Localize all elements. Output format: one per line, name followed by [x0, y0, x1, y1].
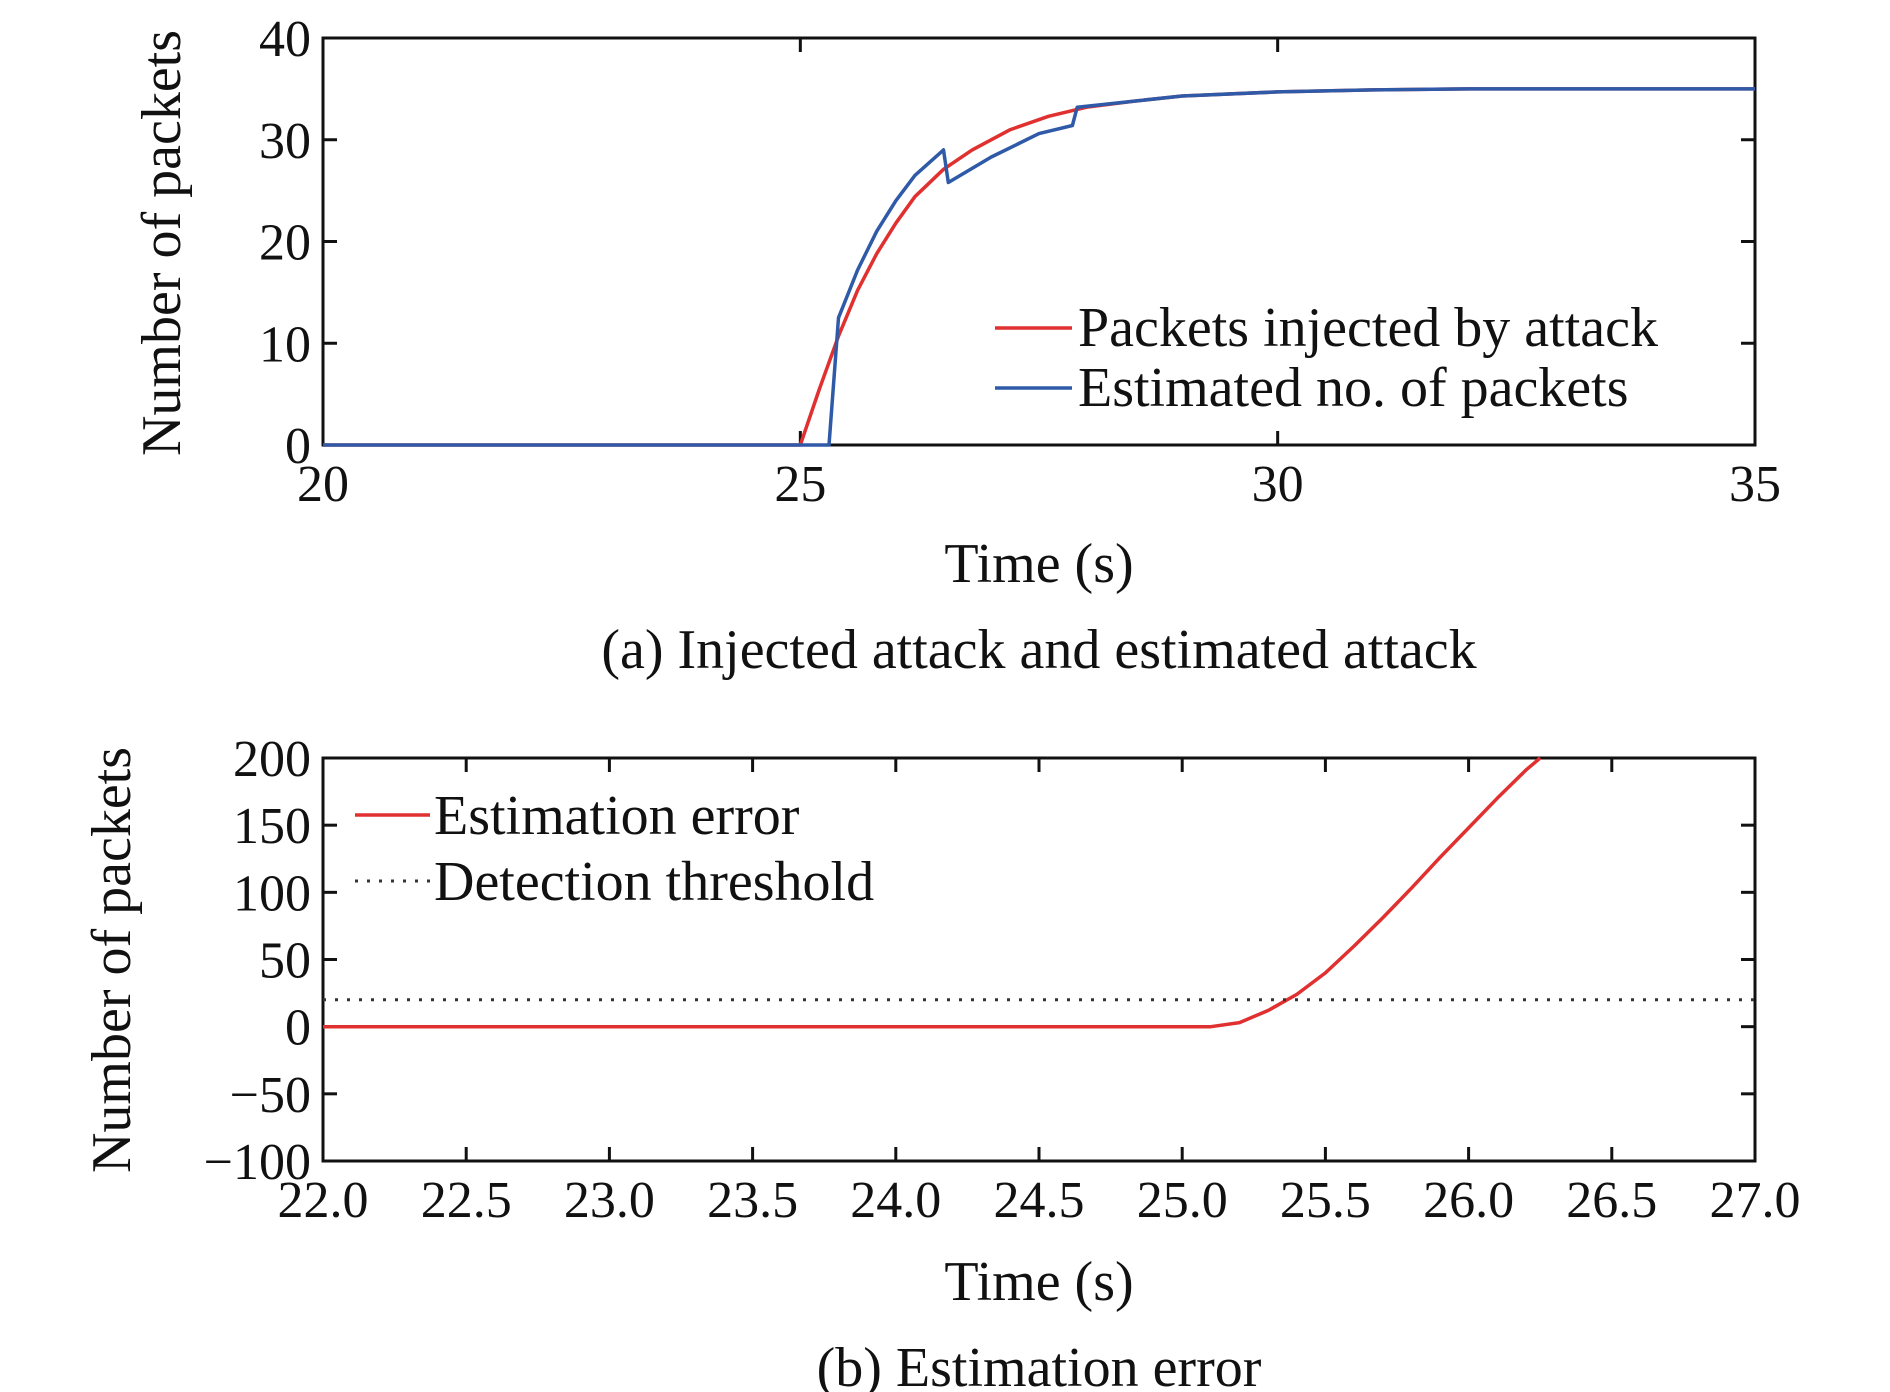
y-tick-label-b-6: 200 — [233, 731, 311, 788]
x-tick-label-b-1: 22.5 — [421, 1172, 512, 1229]
lines-b — [323, 756, 1755, 1029]
x-axis-title-a: Time (s) — [944, 533, 1133, 595]
legend-b: Estimation error Detection threshold — [355, 785, 874, 913]
x-tick-label-b-2: 23.0 — [564, 1172, 655, 1229]
x-tick-label-b-9: 26.5 — [1566, 1172, 1657, 1229]
y-tick-label-b-0: −100 — [204, 1134, 311, 1191]
y-tick-label-b-1: −50 — [230, 1067, 311, 1124]
y-tick-label-b-5: 150 — [233, 798, 311, 855]
y-tick-label-a-3: 30 — [259, 113, 311, 170]
x-tick-label-a-2: 30 — [1252, 456, 1304, 513]
chart-a: 20 25 30 35 0 10 20 30 40 Time (s) Number of pac… — [131, 11, 1781, 681]
lines-a — [323, 87, 1755, 447]
x-tick-label-b-6: 25.0 — [1137, 1172, 1228, 1229]
legend-label-b-error: Estimation error — [434, 785, 800, 847]
x-tick-label-a-3: 35 — [1729, 456, 1781, 513]
y-tick-label-a-0: 0 — [285, 418, 311, 475]
caption-b: (b) Estimation error — [817, 1337, 1262, 1392]
y-tick-label-b-2: 0 — [285, 1000, 311, 1057]
y-tick-label-a-2: 20 — [259, 215, 311, 272]
x-tick-label-b-0: 22.0 — [278, 1172, 369, 1229]
legend-label-a-estimated: Estimated no. of packets — [1078, 357, 1629, 419]
y-axis-title-a: Number of packets — [131, 30, 193, 456]
x-tick-label-b-3: 23.5 — [707, 1172, 798, 1229]
x-tick-label-b-7: 25.5 — [1280, 1172, 1371, 1229]
x-tick-label-b-10: 27.0 — [1710, 1172, 1801, 1229]
y-tick-label-a-4: 40 — [259, 11, 311, 68]
x-tick-label-a-0: 20 — [297, 456, 349, 513]
y-tick-label-b-4: 100 — [233, 865, 311, 922]
y-tick-label-a-1: 10 — [259, 316, 311, 373]
x-tick-label-b-4: 24.0 — [850, 1172, 941, 1229]
y-tick-label-b-3: 50 — [259, 933, 311, 990]
y-axis-title-b: Number of packets — [81, 747, 143, 1173]
legend-a: Packets injected by attack Estimated no.… — [995, 297, 1658, 419]
x-tick-label-b-5: 24.5 — [994, 1172, 1085, 1229]
x-tick-label-b-8: 26.0 — [1423, 1172, 1514, 1229]
legend-label-b-threshold: Detection threshold — [434, 851, 874, 913]
series-line-a-1 — [323, 87, 1755, 447]
caption-a: (a) Injected attack and estimated attack — [601, 619, 1476, 681]
ticks-a: 20 25 30 35 0 10 20 30 40 — [259, 11, 1781, 513]
chart-b: 22.0 22.5 23.0 23.5 24.0 24.5 25.0 25.5 26.0 26.5… — [81, 731, 1801, 1392]
legend-label-a-injected: Packets injected by attack — [1078, 297, 1658, 359]
series-line-b-0 — [323, 756, 1542, 1029]
ticks-b: 22.0 22.5 23.0 23.5 24.0 24.5 25.0 25.5 26.0 26.5… — [204, 731, 1801, 1229]
x-axis-title-b: Time (s) — [944, 1251, 1133, 1313]
x-tick-label-a-1: 25 — [774, 456, 826, 513]
